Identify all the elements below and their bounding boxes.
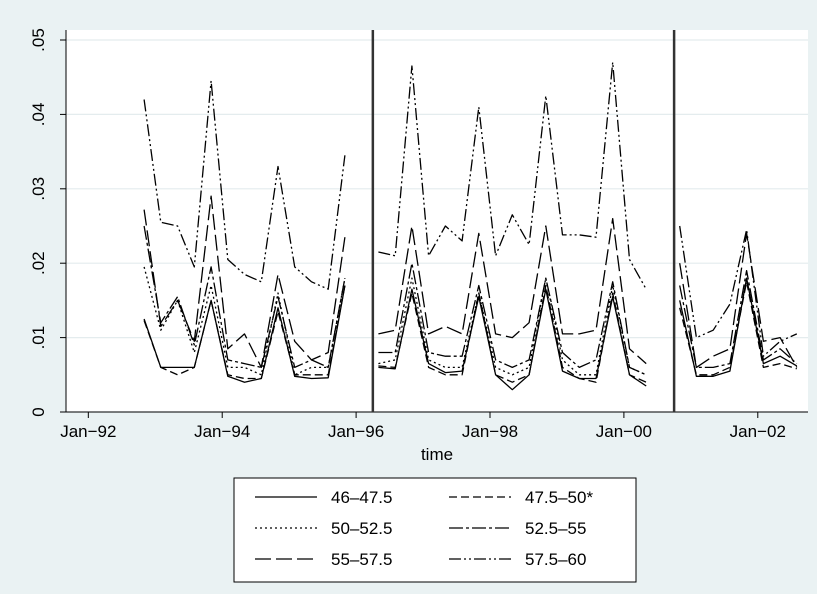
- series-line: [679, 225, 798, 357]
- x-tick-label: Jan−00: [596, 422, 652, 441]
- legend-label: 50–52.5: [331, 519, 392, 538]
- series-line: [679, 281, 797, 376]
- x-axis: Jan−92 Jan−94 Jan−96 Jan−98 Jan−00 Jan−02: [60, 412, 786, 441]
- y-tick-label: .03: [29, 177, 48, 201]
- legend-label: 57.5–60: [525, 550, 586, 569]
- plot-area: [66, 30, 808, 412]
- y-tick-label: .04: [29, 103, 48, 127]
- x-tick-label: Jan−94: [194, 422, 250, 441]
- series-line: [679, 269, 798, 369]
- y-tick-label: .02: [29, 251, 48, 275]
- series-line: [143, 80, 346, 290]
- series-line: [143, 285, 346, 383]
- series-line: [378, 262, 647, 376]
- period-dividers: [371, 30, 676, 412]
- legend-label: 55–57.5: [331, 550, 392, 569]
- x-tick-label: Jan−92: [60, 422, 116, 441]
- series-line: [143, 195, 346, 369]
- x-tick-label: Jan−96: [328, 422, 384, 441]
- legend-box: [233, 477, 637, 583]
- series-line: [378, 217, 647, 365]
- y-tick-label: .01: [29, 326, 48, 350]
- series-line: [378, 277, 647, 376]
- y-axis: 0 .01 .02 .03 .04 .05: [29, 28, 66, 417]
- x-tick-label: Jan−02: [730, 422, 786, 441]
- legend-label: 47.5–50*: [525, 488, 593, 507]
- series-line: [378, 61, 647, 290]
- legend-label: 52.5–55: [525, 519, 586, 538]
- y-tick-label: 0: [29, 407, 48, 416]
- x-tick-label: Jan−98: [462, 422, 518, 441]
- series-lines: [143, 61, 798, 391]
- series-line: [679, 232, 798, 369]
- y-tick-label: .05: [29, 28, 48, 52]
- legend: 46–47.5 47.5–50* 50–52.5 52.5–55 55–57.5 57.5…: [233, 477, 637, 583]
- legend-label: 46–47.5: [331, 488, 392, 507]
- x-axis-title: time: [421, 445, 453, 464]
- series-line: [378, 284, 647, 383]
